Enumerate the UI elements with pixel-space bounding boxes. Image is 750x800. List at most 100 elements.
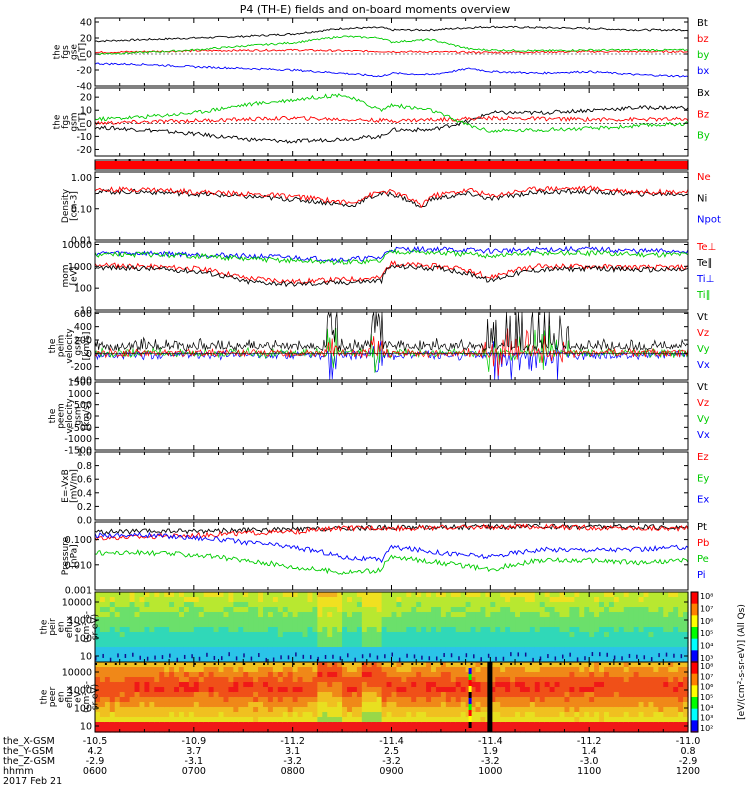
noise-mark	[361, 654, 364, 659]
ion-spectrogram-cell	[663, 607, 669, 613]
electron-spectrogram-cell	[648, 682, 655, 688]
electron-spectrogram-cell	[198, 682, 205, 688]
panel-frame	[94, 451, 689, 521]
electron-spectrogram-cell	[114, 702, 121, 708]
ion-spectrogram-cell	[534, 597, 541, 603]
ion-spectrogram-cell	[683, 592, 689, 598]
electron-spectrogram-cell	[658, 677, 664, 683]
electron-spectrogram-cell	[144, 662, 150, 668]
ion-spectrogram-cell	[129, 592, 136, 598]
ion-colorbar-tick-label: 10⁶	[700, 617, 713, 626]
electron-spectrogram-cell	[238, 692, 244, 698]
ion-spectrogram-cell	[411, 617, 417, 623]
electron-spectrogram-cell	[396, 662, 402, 668]
y-axis-label: (cm²-s-	[82, 611, 92, 643]
noise-mark	[95, 656, 97, 661]
ion-spectrogram-cell	[544, 657, 551, 663]
electron-spectrogram-cell	[564, 672, 570, 678]
electron-spectrogram-cell	[129, 687, 136, 693]
electron-spectrogram-cell	[584, 702, 590, 708]
ion-spectrogram-cell	[371, 597, 378, 603]
electron-spectrogram-cell	[277, 667, 284, 673]
legend-entry: Ni	[697, 193, 707, 204]
electron-spectrogram-cell	[342, 712, 348, 718]
ion-spectrogram-cell	[613, 657, 620, 663]
ion-spectrogram-cell	[564, 632, 570, 638]
electron-spectrogram-cell	[643, 727, 650, 733]
electron-spectrogram-cell	[258, 667, 264, 673]
electron-spectrogram-cell	[544, 697, 551, 703]
electron-spectrogram-cell	[277, 712, 284, 718]
electron-spectrogram-cell	[574, 692, 580, 698]
electron-spectrogram-cell	[233, 697, 239, 703]
electron-spectrogram-cell	[213, 702, 220, 708]
y-axis-label: mom	[61, 264, 71, 287]
ion-spectrogram-cell	[440, 637, 447, 643]
time-tick: 0600	[83, 766, 107, 777]
ion-spectrogram-cell	[243, 622, 249, 628]
ion-spectrogram-cell	[431, 607, 437, 613]
ion-spectrogram-cell	[312, 617, 318, 623]
electron-spectrogram-cell	[154, 692, 160, 698]
electron-spectrogram-cell	[455, 702, 462, 708]
ion-spectrogram-cell	[554, 657, 561, 663]
electron-spectrogram-cell	[119, 667, 126, 673]
ion-spectrogram-cell	[450, 657, 457, 663]
electron-spectrogram-cell	[613, 667, 620, 673]
ion-colorbar-swatch	[691, 613, 698, 615]
electron-spectrogram-cell	[524, 727, 531, 733]
ion-spectrogram-cell	[396, 612, 402, 618]
axis-row-label: hhmm	[3, 766, 34, 777]
ion-spectrogram-cell	[416, 592, 422, 598]
ion-spectrogram-cell	[628, 592, 635, 598]
electron-spectrogram-cell	[327, 727, 333, 733]
ion-spectrogram-cell	[134, 617, 141, 623]
ion-spectrogram-cell	[109, 647, 116, 653]
electron-spectrogram-cell	[653, 717, 659, 723]
electron-spectrogram-cell	[529, 717, 536, 723]
electron-spectrogram-cell	[272, 727, 279, 733]
ion-spectrogram-cell	[248, 607, 254, 613]
electron-spectrogram-cell	[663, 717, 669, 723]
ion-spectrogram-cell	[643, 632, 650, 638]
electron-spectrogram-cell	[554, 722, 561, 728]
electron-spectrogram-cell	[337, 667, 343, 673]
ion-spectrogram-cell	[376, 602, 383, 608]
electron-spectrogram-cell	[505, 682, 511, 688]
ion-spectrogram-cell	[193, 627, 200, 633]
ion-spectrogram-cell	[213, 642, 220, 648]
electron-spectrogram-cell	[678, 687, 684, 693]
ion-spectrogram-cell	[277, 642, 284, 648]
electron-spectrogram-cell	[213, 697, 220, 703]
ion-spectrogram-cell	[347, 597, 353, 603]
electron-spectrogram-cell	[505, 722, 511, 728]
ion-spectrogram-cell	[233, 617, 239, 623]
ion-colorbar-swatch	[691, 607, 698, 609]
electron-spectrogram-cell	[623, 697, 630, 703]
ion-spectrogram-cell	[208, 642, 215, 648]
electron-spectrogram-cell	[416, 712, 422, 718]
ion-spectrogram-cell	[193, 652, 200, 658]
electron-spectrogram-cell	[109, 667, 116, 673]
data-flag-mark	[480, 663, 483, 665]
ion-spectrogram-cell	[327, 592, 333, 598]
electron-spectrogram-cell	[421, 707, 427, 713]
electron-spectrogram-cell	[435, 712, 442, 718]
ion-spectrogram-cell	[440, 647, 447, 653]
electron-spectrogram-cell	[470, 717, 477, 723]
time-tick: 1200	[676, 766, 700, 777]
electron-spectrogram-cell	[327, 677, 333, 683]
ion-colorbar-tick-label: 10⁸	[700, 592, 713, 601]
electron-spectrogram-cell	[386, 717, 393, 723]
electron-spectrogram-cell	[243, 702, 249, 708]
ion-spectrogram-cell	[198, 622, 205, 628]
ion-spectrogram-cell	[485, 617, 491, 623]
electron-spectrogram-cell	[603, 707, 610, 713]
electron-spectrogram-cell	[599, 692, 605, 698]
electron-spectrogram-cell	[386, 702, 393, 708]
electron-spectrogram-cell	[628, 712, 635, 718]
ion-spectrogram-cell	[421, 652, 427, 658]
electron-spectrogram-cell	[307, 697, 314, 703]
ion-spectrogram-cell	[519, 592, 526, 598]
